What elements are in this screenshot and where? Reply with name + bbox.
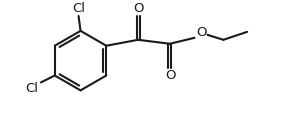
- Text: O: O: [133, 1, 143, 15]
- Text: O: O: [166, 69, 176, 82]
- Text: Cl: Cl: [25, 82, 38, 95]
- Text: Cl: Cl: [72, 1, 85, 15]
- Text: O: O: [196, 26, 207, 39]
